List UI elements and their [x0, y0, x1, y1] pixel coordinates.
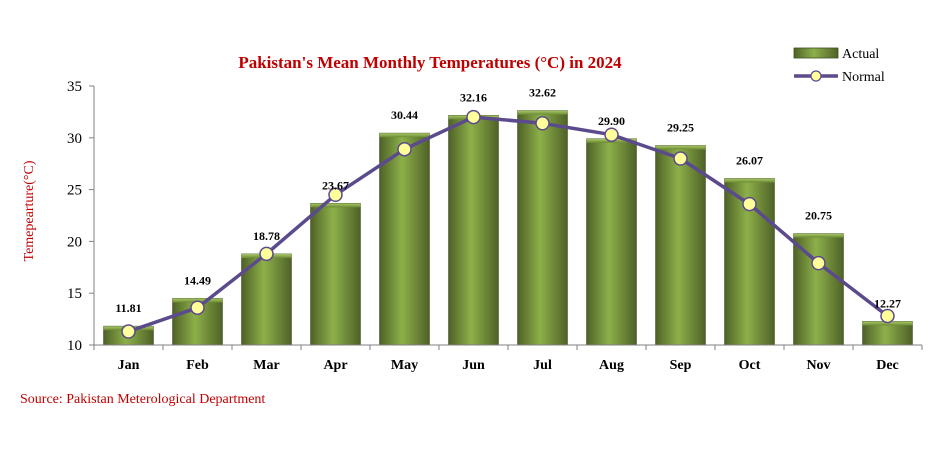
- bar-top-bevel: [655, 145, 706, 150]
- x-tick-label: Sep: [670, 358, 692, 373]
- bar-aug: [586, 138, 637, 346]
- normal-point-mar: [259, 246, 274, 262]
- data-label-oct: 26.07: [736, 154, 763, 168]
- normal-point-jul: [535, 116, 550, 131]
- normal-point-sep: [673, 151, 688, 166]
- legend: Actual Normal: [793, 47, 885, 85]
- x-tick-label: Aug: [599, 358, 624, 373]
- legend-marker-normal: [810, 70, 822, 82]
- legend-label-actual: Actual: [842, 47, 879, 62]
- normal-point-feb: [190, 300, 205, 315]
- bar-jun: [448, 115, 499, 346]
- data-label-jun: 32.16: [460, 90, 487, 104]
- y-tick-label: 35: [67, 79, 82, 95]
- normal-line: [127, 115, 889, 334]
- normal-line-series: [121, 109, 895, 339]
- data-label-jul: 32.62: [529, 86, 556, 100]
- y-tick-label: 15: [67, 286, 82, 302]
- y-axis-ticks: 10 15 20 25 30 35: [67, 79, 94, 354]
- bar-sep: [655, 145, 706, 346]
- x-tick-label: Jan: [118, 358, 140, 373]
- bar-top-bevel: [310, 203, 361, 208]
- chart-title: Pakistan's Mean Monthly Temperatures (°C…: [238, 53, 622, 72]
- normal-point-apr: [328, 187, 343, 203]
- bar-may: [379, 132, 430, 346]
- data-label-sep: 29.25: [667, 121, 694, 135]
- bar-body: [310, 202, 361, 346]
- normal-point-jan: [121, 324, 136, 339]
- bar-dec: [862, 321, 913, 346]
- x-tick-label: Mar: [253, 358, 279, 373]
- axes: [93, 86, 923, 350]
- data-label-mar: 18.78: [253, 229, 280, 243]
- bar-body: [655, 145, 706, 346]
- data-label-aug: 29.90: [598, 114, 625, 128]
- bar-apr: [310, 202, 361, 346]
- legend-label-normal: Normal: [842, 70, 885, 85]
- y-tick-label: 30: [67, 131, 82, 147]
- normal-point-dec: [880, 308, 895, 324]
- bar-body: [586, 138, 637, 346]
- data-label-may: 30.44: [391, 108, 418, 122]
- normal-point-jun: [466, 109, 481, 125]
- data-label-nov: 20.75: [805, 209, 832, 223]
- bar-jul: [517, 110, 568, 346]
- x-tick-label: Nov: [806, 358, 830, 373]
- normal-point-may: [397, 141, 412, 157]
- bar-nov: [793, 233, 844, 346]
- bar-top-bevel: [862, 321, 913, 326]
- y-tick-label: 25: [67, 183, 82, 199]
- data-label-dec: 12.27: [874, 296, 901, 310]
- y-tick-label: 20: [67, 234, 82, 250]
- legend-item-actual: Actual: [793, 47, 879, 62]
- data-label-jan: 11.81: [115, 301, 141, 315]
- bar-top-bevel: [793, 233, 844, 238]
- bar-series: [103, 110, 913, 346]
- bar-top-bevel: [724, 178, 775, 183]
- x-tick-label: Oct: [739, 358, 761, 373]
- x-tick-label: Jun: [462, 358, 485, 373]
- source-note: Source: Pakistan Meterological Departmen…: [20, 392, 265, 407]
- x-axis-categories: Jan Feb Mar Apr May Jun Jul Aug Sep Oct Nov Dec: [118, 358, 899, 373]
- legend-swatch-actual: [793, 47, 839, 59]
- bar-top-bevel: [379, 133, 430, 138]
- normal-point-oct: [742, 196, 757, 212]
- data-labels: 11.81 14.49 18.78 23.67 30.44 32.16 32.62 29.90…: [115, 86, 901, 316]
- legend-item-normal: Normal: [794, 70, 885, 85]
- normal-point-aug: [604, 127, 619, 142]
- bar-top-bevel: [517, 110, 568, 115]
- y-tick-label: 10: [67, 338, 82, 354]
- x-tick-label: Apr: [323, 358, 347, 373]
- bar-mar: [241, 253, 292, 346]
- bar-body: [241, 253, 292, 346]
- bar-body: [379, 132, 430, 346]
- data-label-apr: 23.67: [322, 178, 349, 192]
- bar-body: [793, 233, 844, 346]
- x-tick-label: Jul: [533, 358, 552, 373]
- y-axis-label: Temepearture(°C): [22, 160, 37, 261]
- normal-point-nov: [811, 255, 826, 271]
- bar-body: [448, 115, 499, 346]
- x-tick-label: Feb: [186, 358, 209, 373]
- x-tick-label: Dec: [876, 358, 899, 373]
- bar-body: [517, 110, 568, 346]
- data-label-feb: 14.49: [184, 273, 211, 287]
- x-tick-label: May: [391, 358, 418, 373]
